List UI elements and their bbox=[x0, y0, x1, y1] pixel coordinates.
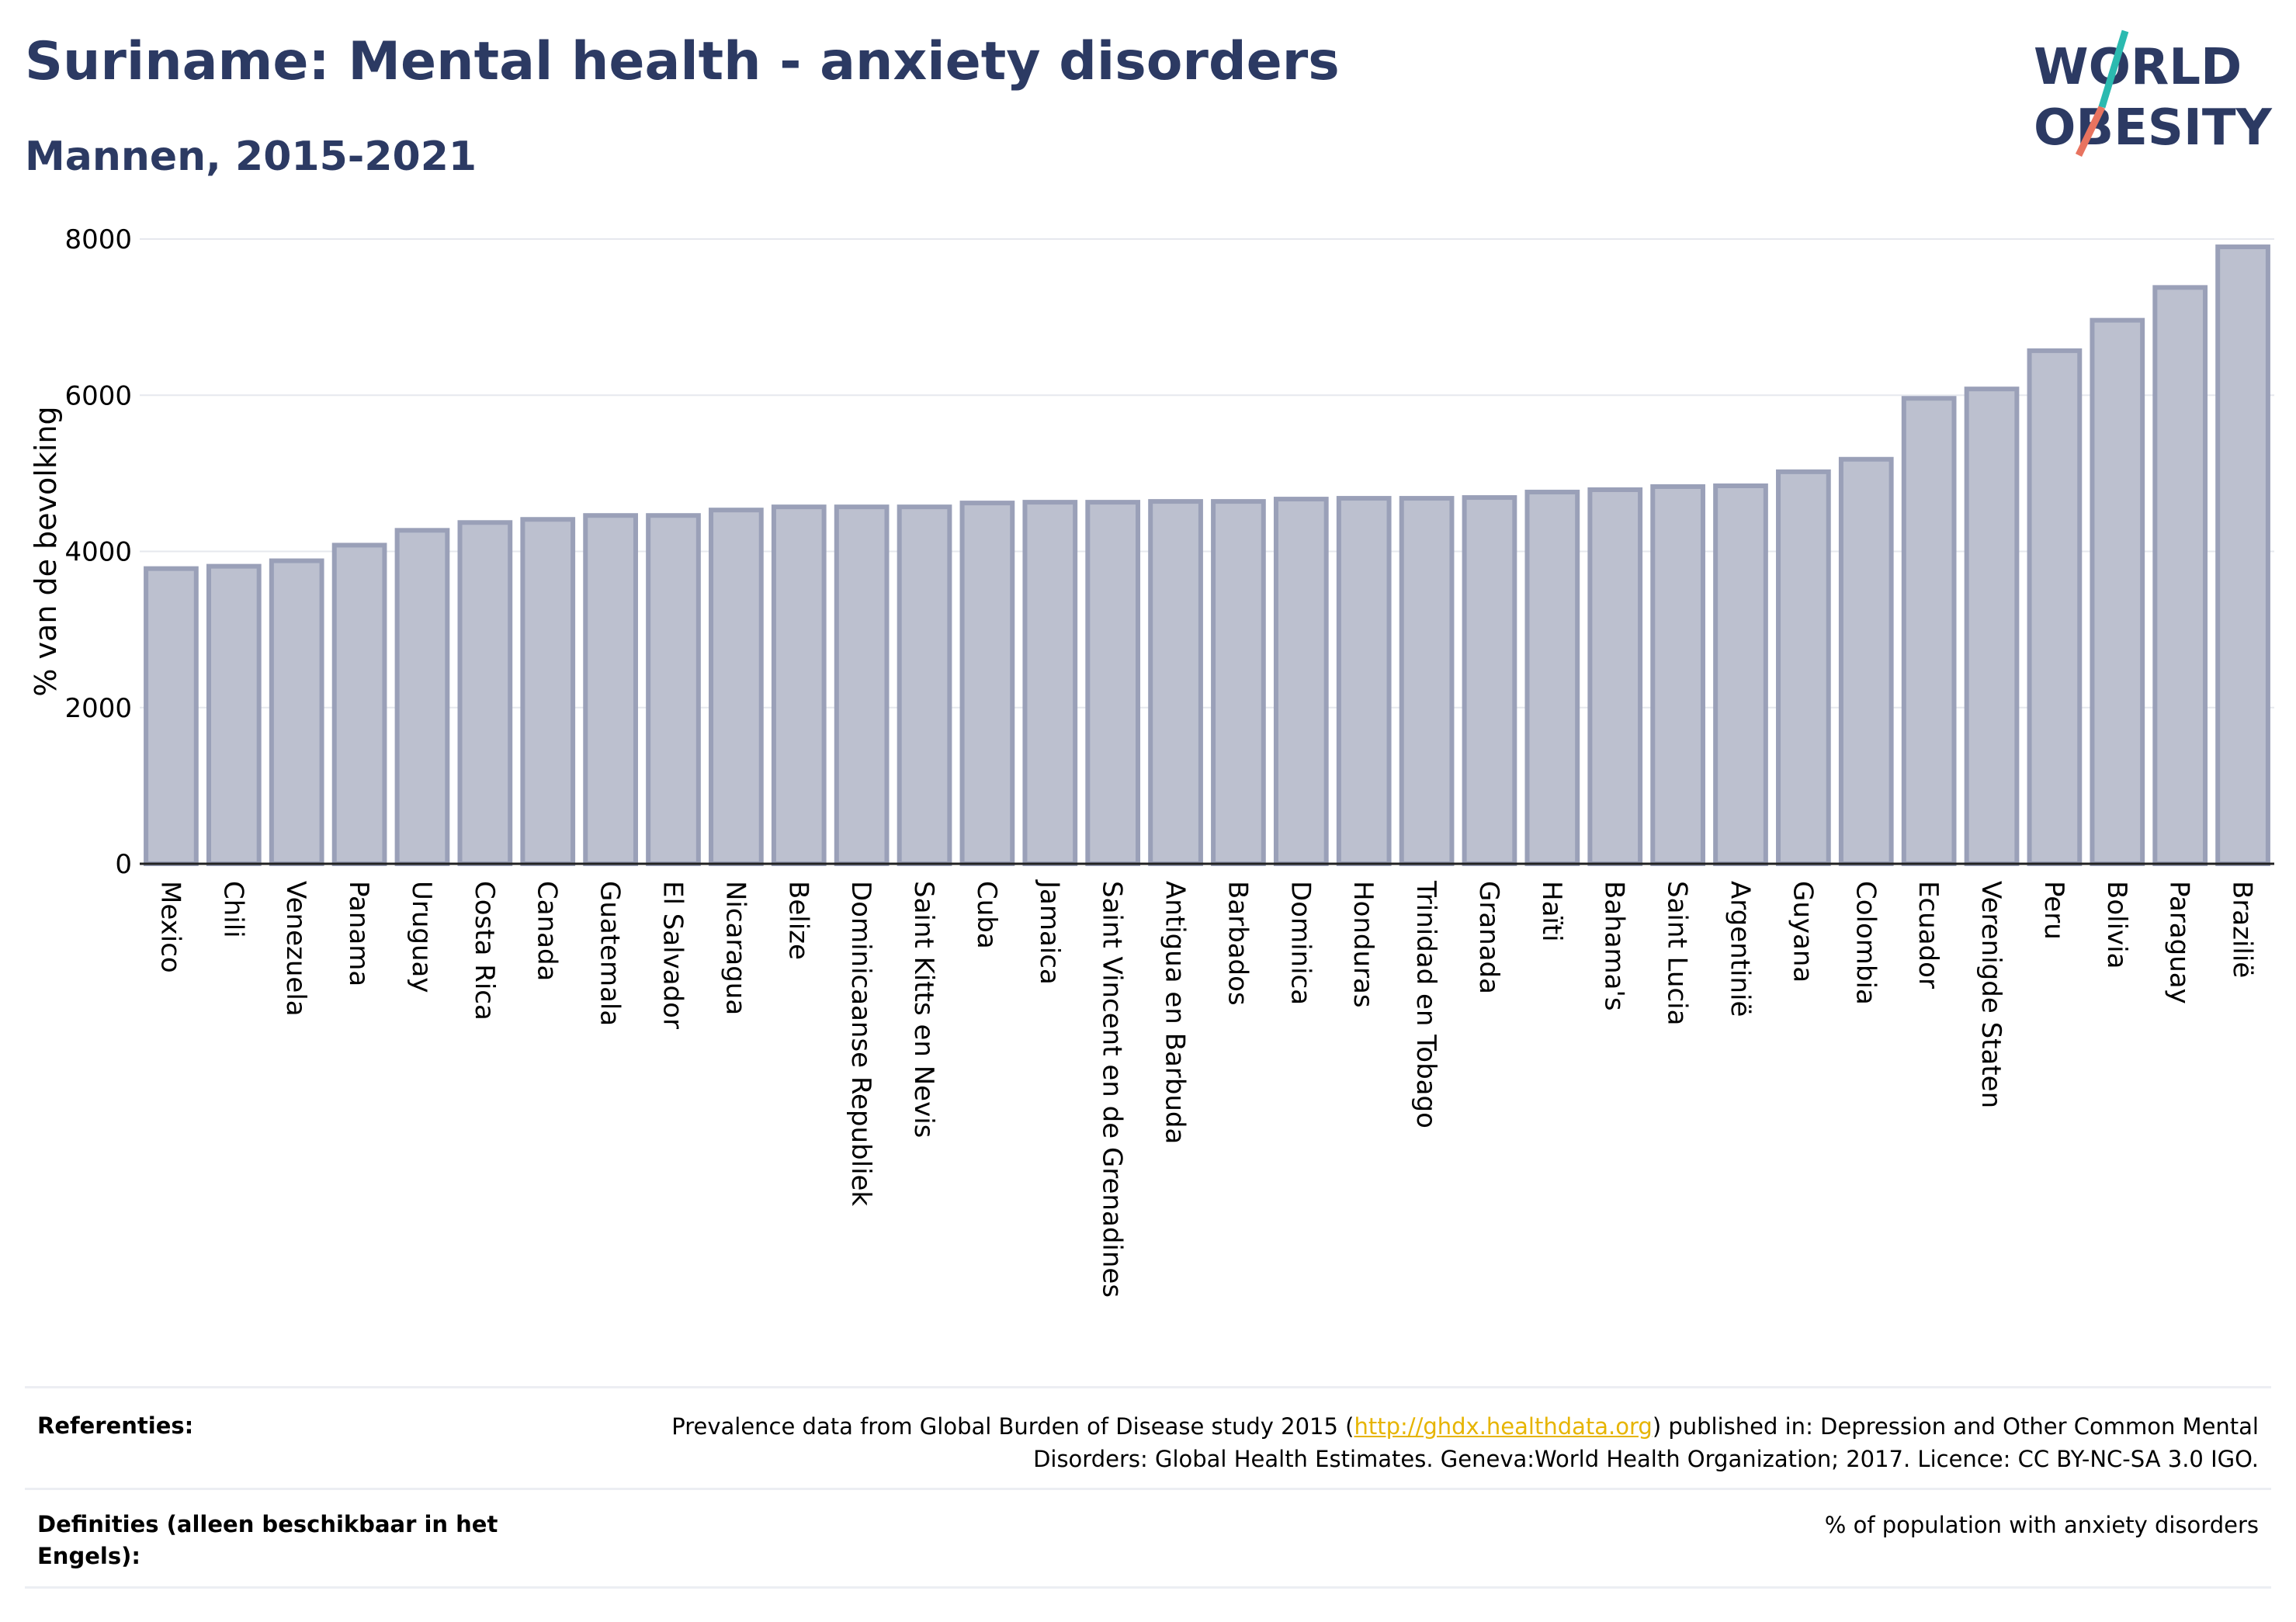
x-tick-label: Costa Rica bbox=[469, 881, 500, 1021]
bar bbox=[1524, 490, 1580, 867]
x-tick-label: Trinidad en Tobago bbox=[1410, 880, 1441, 1128]
x-tick-label: Saint Vincent en de Grenadines bbox=[1097, 881, 1128, 1298]
x-tick-label: Colombia bbox=[1850, 881, 1881, 1005]
bar bbox=[206, 563, 262, 867]
y-tick-label: 0 bbox=[115, 849, 132, 880]
bar bbox=[583, 513, 638, 867]
bar bbox=[1462, 495, 1517, 866]
page-subtitle: Mannen, 2015-2021 bbox=[25, 133, 477, 180]
bar bbox=[1838, 456, 1894, 866]
references-row: Referenties: Prevalence data from Global… bbox=[25, 1386, 2271, 1488]
bar bbox=[834, 504, 890, 866]
definitions-text: % of population with anxiety disorders bbox=[1824, 1512, 2259, 1538]
bar bbox=[1776, 469, 1831, 866]
bar bbox=[457, 520, 513, 866]
x-tick-label: Brazilië bbox=[2227, 881, 2258, 978]
definitions-row: Definities (alleen beschikbaar in het En… bbox=[25, 1488, 2271, 1589]
bar bbox=[1148, 499, 1203, 866]
bar bbox=[709, 508, 764, 866]
bar-chart: 0 2000 4000 6000 8000 Mexico Chili Venezuela Pan… bbox=[29, 224, 2274, 1298]
references-link[interactable]: http://ghdx.healthdata.org bbox=[1354, 1413, 1653, 1440]
x-tick-label: Uruguay bbox=[406, 881, 437, 993]
x-tick-label: Saint Kitts en Nevis bbox=[908, 881, 939, 1138]
definitions-label: Definities (alleen beschikbaar in het En… bbox=[37, 1511, 498, 1569]
x-tick-label: Nicaragua bbox=[720, 881, 751, 1015]
logo-slash-teal bbox=[2098, 29, 2129, 109]
x-tick-label: Belize bbox=[782, 881, 813, 960]
x-tick-label: Honduras bbox=[1347, 881, 1379, 1008]
x-tick-label: Chili bbox=[217, 881, 248, 938]
bar bbox=[2090, 317, 2145, 866]
y-tick-label: 6000 bbox=[64, 380, 132, 411]
y-tick-label: 2000 bbox=[64, 693, 132, 724]
x-tick-label: El Salvador bbox=[657, 881, 688, 1029]
y-axis-label: % van de bevolking bbox=[29, 406, 63, 696]
bar bbox=[1085, 500, 1141, 866]
world-obesity-logo: WORLD OBESITY bbox=[2034, 29, 2272, 157]
logo-line2: OBESITY bbox=[2034, 99, 2272, 157]
bar bbox=[1022, 500, 1078, 866]
page-title: Suriname: Mental health - anxiety disord… bbox=[25, 31, 1340, 92]
x-tick-label: Verenigde Staten bbox=[1975, 881, 2006, 1108]
y-tick-label: 8000 bbox=[64, 224, 132, 255]
references-table: Referenties: Prevalence data from Global… bbox=[25, 1386, 2271, 1589]
logo-line1: WORLD bbox=[2034, 39, 2242, 96]
x-tick-label: Dominicaanse Republiek bbox=[845, 881, 876, 1206]
x-tick-label: Canada bbox=[532, 881, 563, 981]
x-tick-label: Guyana bbox=[1787, 881, 1818, 983]
bar bbox=[520, 517, 576, 867]
references-text-after: ) published in: Depression and Other Com… bbox=[1033, 1413, 2259, 1473]
x-tick-label: Barbados bbox=[1222, 881, 1253, 1006]
bar bbox=[771, 504, 827, 866]
bar bbox=[1901, 396, 1957, 866]
x-tick-label: Saint Lucia bbox=[1662, 881, 1693, 1025]
x-tick-label: Cuba bbox=[971, 881, 1002, 949]
x-tick-label: Antigua en Barbuda bbox=[1160, 881, 1191, 1144]
references-label: Referenties: bbox=[37, 1412, 194, 1439]
bar bbox=[1211, 499, 1266, 866]
x-tick-label: Haïti bbox=[1536, 881, 1567, 942]
bar bbox=[2215, 244, 2270, 866]
bar bbox=[144, 566, 199, 866]
bar bbox=[1273, 497, 1329, 866]
bar bbox=[1964, 386, 2020, 866]
bar bbox=[646, 513, 701, 867]
x-tick-label: Paraguay bbox=[2164, 881, 2195, 1004]
bar bbox=[1336, 496, 1392, 866]
references-text-before: Prevalence data from Global Burden of Di… bbox=[671, 1413, 1354, 1440]
x-tick-label: Argentinië bbox=[1725, 881, 1756, 1017]
bar bbox=[331, 542, 387, 866]
references-text: Prevalence data from Global Burden of Di… bbox=[629, 1388, 2271, 1488]
bar bbox=[1399, 496, 1455, 866]
bar bbox=[897, 504, 952, 866]
bar bbox=[1713, 483, 1768, 866]
bar bbox=[1587, 487, 1643, 866]
x-tick-label: Bahama's bbox=[1599, 881, 1630, 1011]
y-tick-label: 4000 bbox=[64, 537, 132, 568]
x-tick-label: Ecuador bbox=[1913, 881, 1944, 989]
x-tick-label: Jamaica bbox=[1034, 879, 1065, 985]
bar bbox=[959, 501, 1015, 866]
x-tick-label: Venezuela bbox=[280, 881, 311, 1017]
x-tick-label: Granada bbox=[1473, 881, 1504, 994]
x-tick-label: Bolivia bbox=[2101, 881, 2132, 969]
logo-slash-coral bbox=[2075, 106, 2106, 157]
x-tick-label: Panama bbox=[343, 881, 374, 986]
bar bbox=[2027, 348, 2083, 866]
x-tick-label: Mexico bbox=[154, 881, 186, 973]
x-tick-label: Guatemala bbox=[595, 881, 626, 1026]
bar bbox=[1650, 483, 1705, 866]
x-tick-label: Dominica bbox=[1285, 881, 1316, 1005]
bar bbox=[394, 528, 450, 866]
x-tick-label: Peru bbox=[2038, 881, 2069, 940]
bar bbox=[2152, 285, 2208, 866]
bar bbox=[269, 558, 324, 866]
